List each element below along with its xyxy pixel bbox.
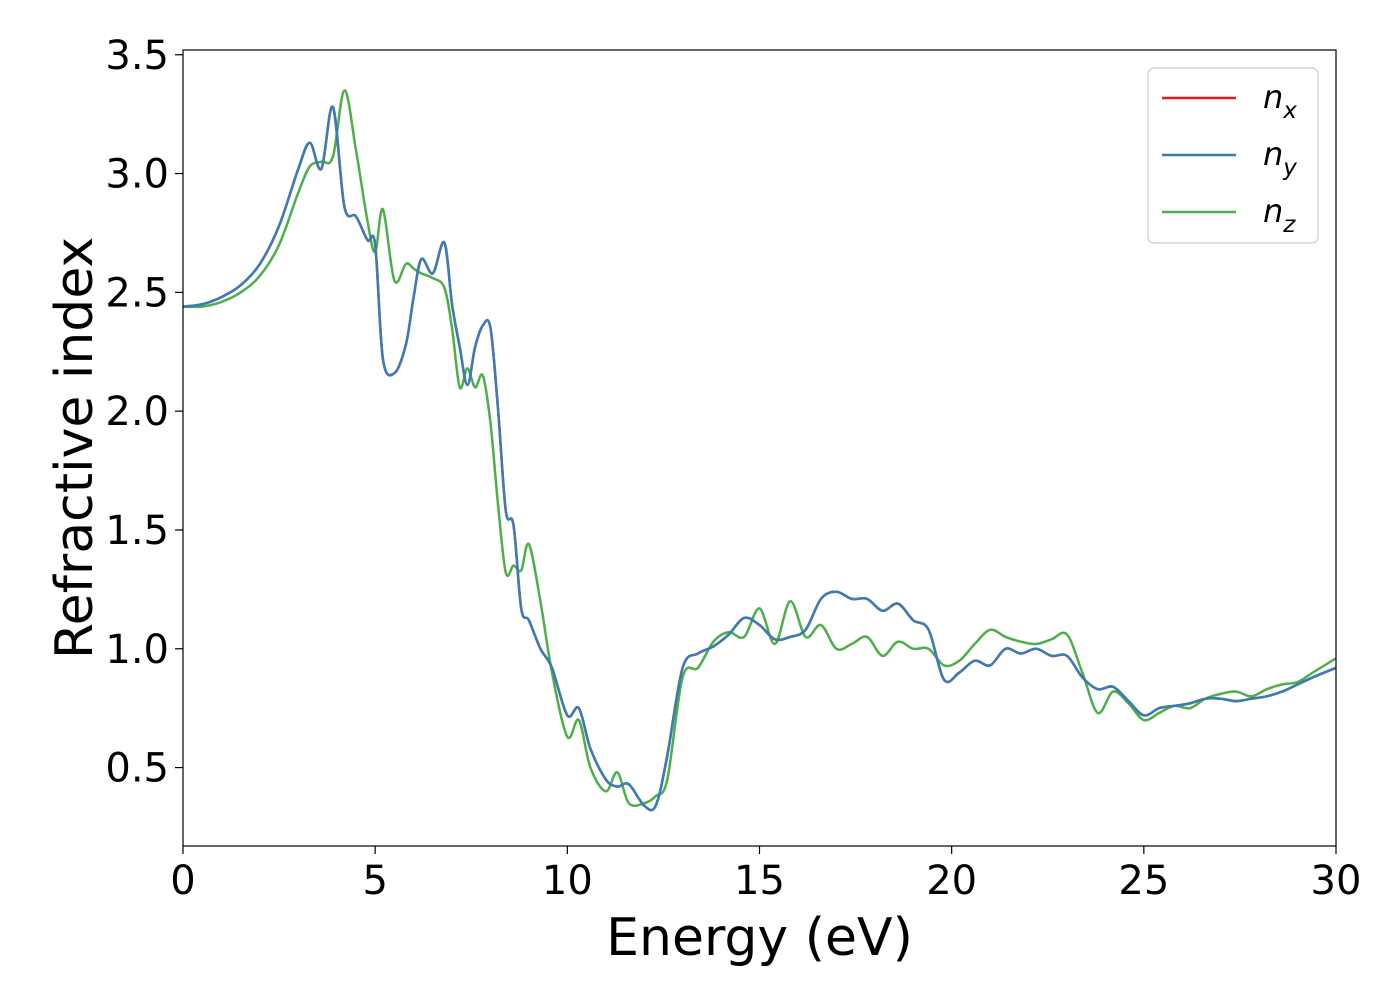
x-tick-label: 10: [542, 858, 593, 904]
y-tick-label: 1.5: [105, 508, 169, 554]
x-tick-label: 20: [926, 858, 977, 904]
plot-area: [183, 50, 1336, 846]
x-axis-title: Energy (eV): [606, 908, 913, 968]
y-tick-label: 3.5: [105, 33, 169, 79]
x-tick-label: 25: [1118, 858, 1169, 904]
x-tick-label: 15: [734, 858, 785, 904]
legend: nx ny nz: [1147, 67, 1319, 244]
y-tick-label: 1.0: [105, 627, 169, 673]
series-line-n-y: [182, 105, 1337, 812]
legend-label-n-y: ny: [1263, 135, 1297, 181]
axes-layer: 0 5 10 15 20 25 30 0.5 1.0 1.5 2.0 2.5 3.0 3.5: [105, 33, 1361, 904]
y-axis-title: Refractive index: [45, 237, 105, 659]
legend-label-n-z: nz: [1263, 192, 1296, 238]
x-tick-label: 30: [1311, 858, 1362, 904]
plot-background: [183, 50, 1336, 846]
y-tick-label: 0.5: [105, 746, 169, 792]
y-tick-label: 2.5: [105, 270, 169, 316]
y-tick-label: 3.0: [105, 152, 169, 198]
x-tick-label: 0: [170, 858, 195, 904]
series-line-n-z: [182, 89, 1337, 808]
series-layer: [182, 89, 1337, 812]
y-tick-label: 2.0: [105, 389, 169, 435]
x-tick-label: 5: [362, 858, 387, 904]
legend-label-n-x: nx: [1263, 78, 1297, 124]
